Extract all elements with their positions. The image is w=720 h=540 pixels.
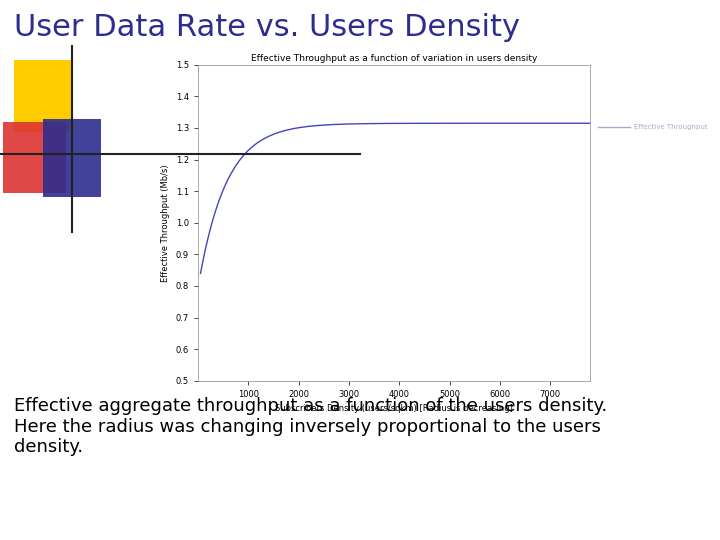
X-axis label: Subscribers Density (users/sqkm) [Radius is decreasing]: Subscribers Density (users/sqkm) [Radius… [275, 404, 513, 413]
Bar [3, 122, 66, 193]
Text: Effective aggregate throughput as a function of the users density.
Here the radi: Effective aggregate throughput as a func… [14, 397, 608, 456]
Text: Effective Throughput: Effective Throughput [634, 124, 707, 130]
Title: Effective Throughput as a function of variation in users density: Effective Throughput as a function of va… [251, 53, 537, 63]
Bar [14, 60, 72, 132]
Bar [43, 119, 101, 197]
Text: User Data Rate vs. Users Density: User Data Rate vs. Users Density [14, 14, 521, 43]
Y-axis label: Effective Throughput (Mb/s): Effective Throughput (Mb/s) [161, 164, 170, 281]
